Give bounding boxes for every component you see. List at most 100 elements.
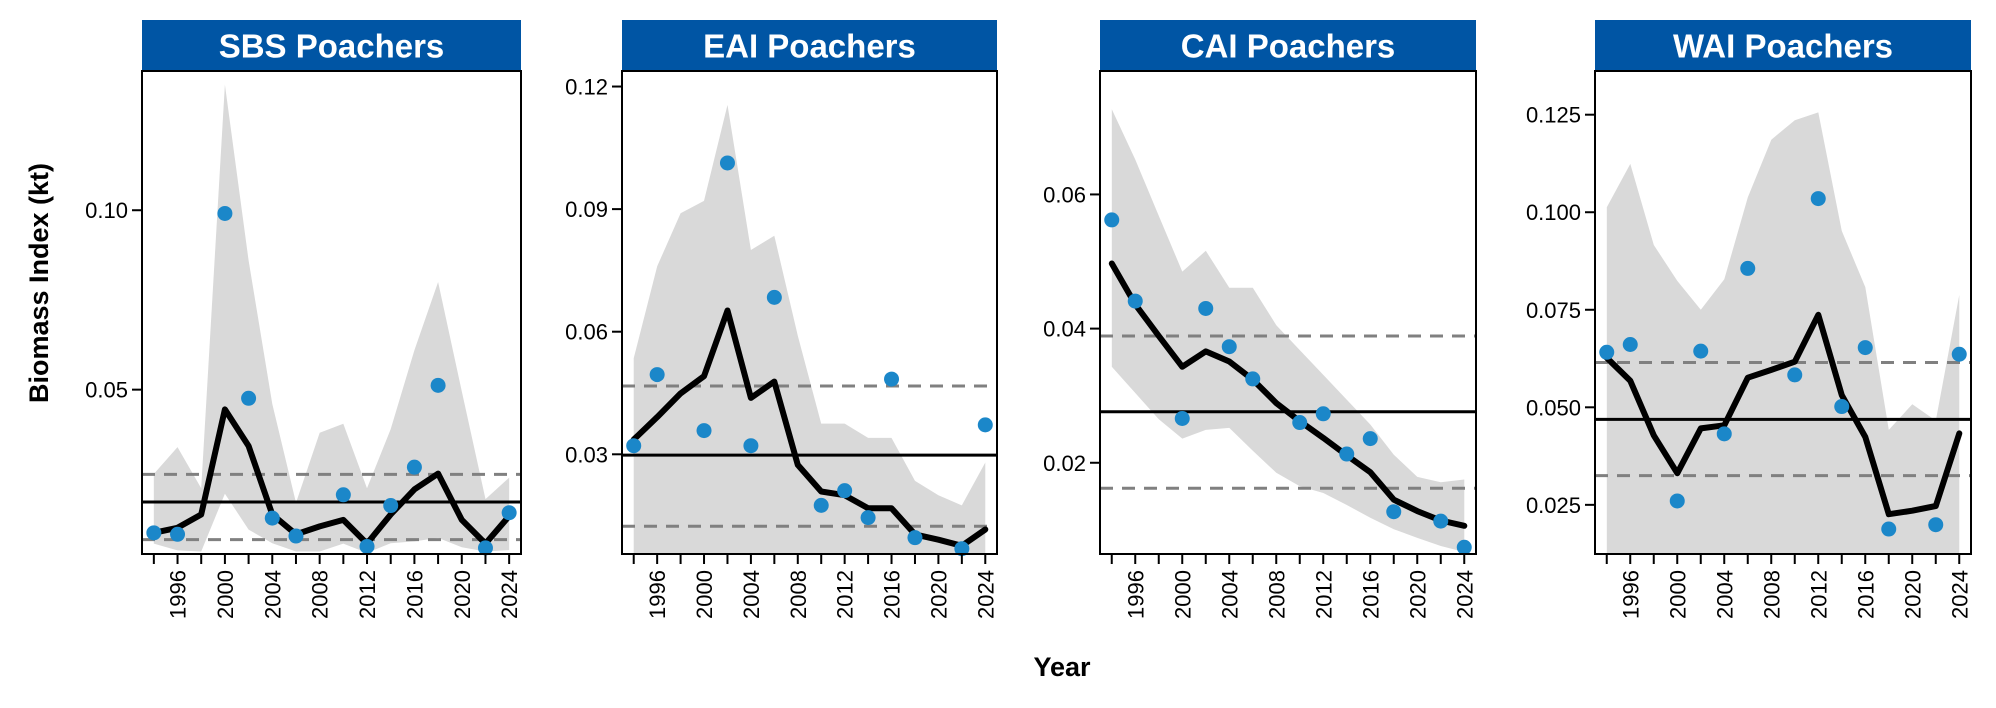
plot-area (142, 84, 521, 553)
trend-line (150, 406, 513, 547)
data-point (477, 540, 493, 556)
data-point (335, 487, 351, 503)
data-point (406, 459, 422, 475)
x-tick-label: 2004 (739, 570, 764, 619)
trend-line (630, 307, 989, 549)
x-tick-label: 2008 (786, 570, 811, 619)
panel-strip (1595, 20, 1971, 71)
panel-title: SBS Poachers (219, 28, 445, 65)
x-tick-label: 2024 (1947, 570, 1972, 619)
data-point (1292, 415, 1308, 431)
x-tick-label: 2004 (1217, 570, 1242, 619)
data-point (359, 538, 375, 554)
y-tick-label: 0.050 (1526, 395, 1581, 420)
x-tick-label: 2016 (880, 570, 905, 619)
y-tick-label: 0.09 (565, 197, 608, 222)
panels-group: SBS Poachers 0.05 0.10 1996 2000 2004 2008 2012… (85, 20, 1972, 619)
y-tick-label: 0.100 (1526, 200, 1581, 225)
data-point (813, 497, 829, 513)
panel-2: EAI Poachers 0.03 0.06 0.09 0.12 1996 2000 2004… (565, 20, 998, 619)
data-point (860, 510, 876, 526)
data-point (1951, 346, 1967, 362)
data-point (1669, 493, 1685, 509)
data-point (1221, 339, 1237, 355)
data-point (1857, 340, 1873, 356)
panel-strip (142, 20, 521, 71)
x-tick-label: 2020 (926, 570, 951, 619)
y-tick-label: 0.075 (1526, 298, 1581, 323)
x-tick-label: 2000 (1665, 570, 1690, 619)
data-point (719, 155, 735, 171)
data-point (1787, 367, 1803, 383)
panel-strip (622, 20, 997, 71)
data-point (1339, 446, 1355, 462)
panel-title: EAI Poachers (703, 28, 916, 65)
panel-border (1099, 70, 1477, 555)
data-point (501, 505, 517, 521)
x-tick-label: 2000 (1170, 570, 1195, 619)
plot-area (1100, 109, 1476, 552)
data-point (217, 205, 233, 221)
panel-title: CAI Poachers (1181, 28, 1396, 65)
confidence-ribbon (1606, 112, 1960, 554)
data-point (1362, 431, 1378, 447)
data-point (743, 438, 759, 454)
x-tick-label: 1996 (1618, 570, 1643, 619)
data-point (1198, 300, 1214, 316)
data-point (649, 367, 665, 383)
x-tick-label: 2016 (402, 570, 427, 619)
data-point (766, 289, 782, 305)
x-tick-label: 2008 (1759, 570, 1784, 619)
data-point (1622, 336, 1638, 352)
x-tick-label: 2008 (308, 570, 333, 619)
data-point (1386, 504, 1402, 520)
y-tick-label: 0.03 (565, 442, 608, 467)
panel-1: SBS Poachers 0.05 0.10 1996 2000 2004 2008 2012… (85, 20, 522, 619)
x-tick-label: 2012 (355, 570, 380, 619)
x-tick-label: 2024 (1452, 570, 1477, 619)
x-tick-label: 2020 (1405, 570, 1430, 619)
x-tick-label: 2016 (1853, 570, 1878, 619)
trend-line (1603, 311, 1963, 518)
data-point (1599, 344, 1615, 360)
data-point (1104, 212, 1120, 228)
x-tick-label: 2012 (833, 570, 858, 619)
confidence-ribbon (633, 104, 986, 554)
x-tick-label: 2024 (973, 570, 998, 619)
data-point (383, 498, 399, 514)
data-point (1456, 539, 1472, 555)
x-tick-label: 2004 (1712, 570, 1737, 619)
data-point (1740, 260, 1756, 276)
panel-title: WAI Poachers (1673, 28, 1893, 65)
x-tick-label: 2020 (1900, 570, 1925, 619)
data-point (430, 377, 446, 393)
data-point (1127, 293, 1143, 309)
x-tick-label: 2020 (450, 570, 475, 619)
panel-border (141, 70, 522, 555)
panel-4: WAI Poachers 0.025 0.050 0.075 0.100 0.125 199… (1526, 20, 1972, 619)
confidence-ribbon (1111, 109, 1465, 552)
plot-area (622, 104, 997, 554)
x-tick-label: 2000 (213, 570, 238, 619)
data-point (1716, 426, 1732, 442)
data-point (264, 510, 280, 526)
y-tick-label: 0.10 (85, 198, 128, 223)
panel-strip (1100, 20, 1476, 71)
y-tick-label: 0.06 (1043, 182, 1086, 207)
data-point (626, 438, 642, 454)
data-point (1881, 521, 1897, 537)
panel-border (1594, 70, 1972, 555)
panel-3: CAI Poachers 0.02 0.04 0.06 1996 2000 2004 2008… (1043, 20, 1477, 619)
data-point (696, 423, 712, 439)
data-point (1928, 517, 1944, 533)
panel-border (621, 70, 998, 555)
data-point (954, 541, 970, 557)
data-point (1810, 191, 1826, 207)
y-tick-label: 0.125 (1526, 103, 1581, 128)
y-tick-label: 0.06 (565, 320, 608, 345)
y-tick-label: 0.02 (1043, 451, 1086, 476)
data-point (907, 530, 923, 546)
data-point (884, 371, 900, 387)
data-point (241, 390, 257, 406)
